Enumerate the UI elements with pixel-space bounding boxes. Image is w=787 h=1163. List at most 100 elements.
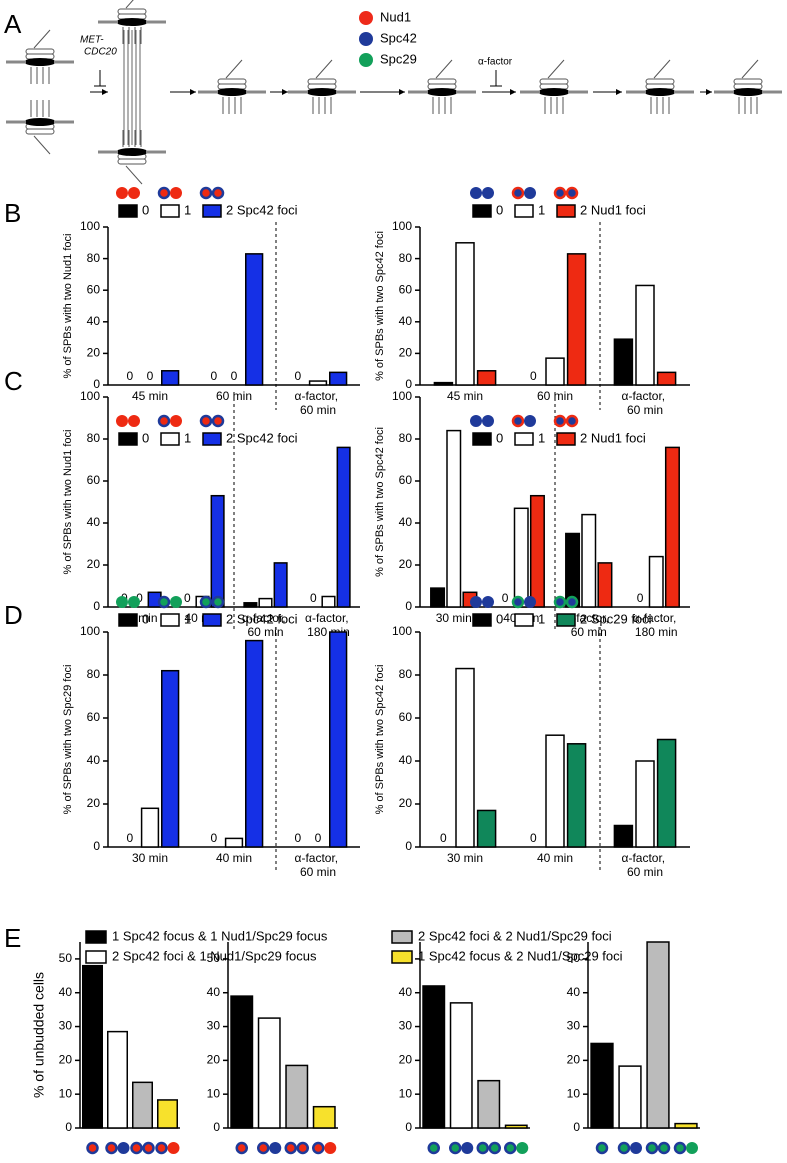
y-tick-label: 0	[405, 599, 412, 613]
x-tick-label: α-factor, 60 min	[242, 611, 289, 639]
y-tick-label: 0	[405, 839, 412, 853]
legend-label: 1	[184, 611, 191, 626]
x-tick-label: α-factor, 60 min	[295, 389, 342, 417]
bar	[504, 1124, 528, 1129]
legend-swatch	[391, 950, 413, 964]
factor-label: α-factor	[478, 57, 513, 68]
legend-swatch	[556, 204, 576, 218]
focus-icon	[128, 187, 140, 199]
value-label: 0	[315, 831, 322, 845]
y-tick-label: 100	[80, 624, 100, 638]
bar	[590, 1042, 614, 1129]
label-line: 60 min	[300, 403, 336, 417]
focus-icon	[199, 414, 213, 428]
y-tick-label: 60	[87, 710, 101, 724]
legend-label: 2 Nud1 foci	[580, 430, 646, 445]
label-line: 60 min	[300, 865, 336, 879]
bar	[329, 631, 348, 848]
spb-layer	[733, 78, 763, 85]
value-label: 0	[210, 831, 217, 845]
legend-label: 2 Spc42 foci	[226, 202, 298, 217]
legend-swatch	[118, 432, 138, 446]
focus-icon	[167, 1142, 180, 1154]
bar	[430, 587, 446, 608]
bar	[581, 513, 597, 608]
arrow-head	[616, 89, 622, 95]
bar	[161, 669, 180, 848]
focus-icon	[116, 415, 128, 427]
label-line: 60 min	[627, 865, 663, 879]
arrow-head	[282, 89, 288, 95]
bar	[656, 371, 677, 386]
bar	[329, 371, 348, 386]
bar	[312, 1105, 336, 1129]
y-tick-label: 80	[87, 431, 101, 445]
focus-icon	[673, 1141, 687, 1155]
cable	[33, 135, 51, 155]
legend-swatch	[472, 204, 492, 218]
panel-label: D	[4, 600, 23, 630]
bar	[258, 597, 273, 608]
focus-icon	[128, 596, 140, 608]
focus-icon	[116, 596, 128, 608]
legend-swatch	[472, 432, 492, 446]
focus-icon	[142, 1141, 155, 1155]
y-tick-label: 100	[392, 219, 412, 233]
arrow-head	[706, 89, 712, 95]
legend-label: 0	[496, 611, 503, 626]
x-tick-label: α-factor, 60 min	[622, 389, 669, 417]
focus-icon	[105, 1141, 118, 1155]
legend-label: 1 Spc42 focus & 1 Nud1/Spc29 focus	[112, 928, 328, 943]
y-axis-label: % of SPBs with two Nud1 foci	[62, 430, 74, 575]
x-tick-label: 45 min	[447, 389, 483, 403]
legend-swatch	[85, 950, 107, 964]
legend-label: 0	[142, 430, 149, 445]
focus-icon	[461, 1142, 474, 1154]
spb-core	[24, 118, 56, 126]
cable	[33, 29, 51, 49]
bar	[245, 253, 264, 386]
legend-label: Nud1	[380, 9, 411, 24]
y-tick-label: 40	[399, 515, 413, 529]
legend-label: 1	[184, 430, 191, 445]
y-axis-label: % of SPBs with two Spc29 foci	[62, 665, 74, 815]
y-tick-label: 10	[207, 1086, 221, 1100]
y-tick-label: 0	[213, 1120, 220, 1134]
legend-label: 2 Spc42 foci & 2 Nud1/Spc29 foci	[418, 928, 612, 943]
y-axis-label: % of SPBs with two Spc42 foci	[374, 231, 386, 381]
focus-icon	[504, 1141, 517, 1155]
y-tick-label: 60	[399, 473, 413, 487]
y-axis-label: % of SPBs with two Spc42 foci	[374, 427, 386, 577]
y-tick-label: 60	[399, 282, 413, 296]
panel-label: B	[4, 198, 21, 228]
focus-icon	[524, 187, 536, 199]
bar	[455, 242, 475, 386]
legend-label: 1	[538, 202, 545, 217]
bar	[597, 562, 613, 608]
legend-label: 2 Spc29 foci	[580, 611, 652, 626]
focus-icon	[595, 1141, 609, 1155]
y-tick-label: 40	[399, 985, 413, 999]
arrow-head	[102, 89, 108, 95]
bar	[140, 807, 160, 848]
x-tick-label: 60 min	[216, 389, 252, 403]
bar	[648, 555, 664, 608]
focus-icon	[470, 596, 482, 608]
focus-icon	[657, 1141, 671, 1155]
legend-dot	[359, 11, 373, 25]
bar	[224, 837, 244, 848]
y-tick-label: 0	[93, 839, 100, 853]
focus-icon	[257, 1141, 270, 1155]
cable	[741, 59, 759, 79]
x-tick-label: 30 min	[132, 851, 168, 865]
bar	[545, 357, 565, 386]
y-axis-label: % of unbudded cells	[31, 972, 47, 1098]
y-tick-label: 20	[87, 346, 101, 360]
label-line: α-factor,	[633, 611, 680, 625]
spb-layer	[645, 78, 675, 85]
legend-label: Spc42	[380, 30, 417, 45]
legend-swatch	[160, 432, 180, 446]
label-line: α-factor,	[565, 611, 612, 625]
bar	[82, 964, 103, 1129]
y-tick-label: 20	[59, 1053, 73, 1067]
